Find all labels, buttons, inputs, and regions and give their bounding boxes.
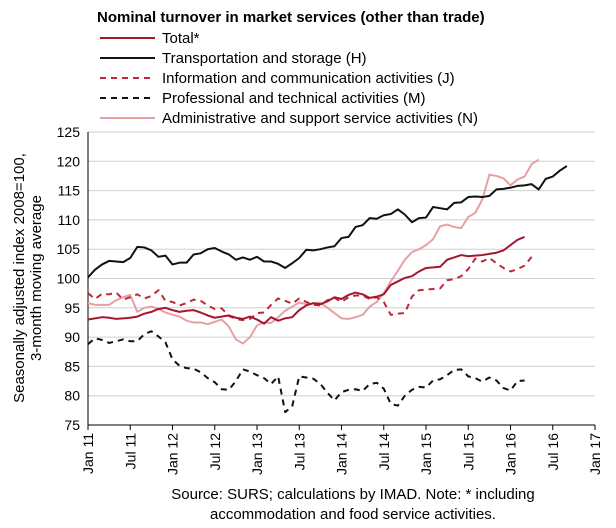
y-tick-label: 85 bbox=[64, 358, 80, 374]
y-tick-label: 125 bbox=[57, 124, 81, 140]
y-axis-label-line-2: 3-month moving average bbox=[28, 195, 45, 361]
series-layer bbox=[87, 158, 568, 414]
x-tick-label: Jan 12 bbox=[165, 433, 181, 475]
y-tick-label: 100 bbox=[57, 271, 81, 287]
x-tick-labels: Jan 11 Jul 11 Jan 12 Jul 12 Jan 13 Jul 13 Jan … bbox=[80, 433, 603, 475]
series-line-3 bbox=[87, 256, 533, 322]
x-tick-label: Jul 12 bbox=[207, 433, 223, 471]
y-tick-label: 120 bbox=[57, 153, 81, 169]
series-line-2 bbox=[87, 165, 568, 279]
series-line-4 bbox=[87, 330, 525, 414]
x-tick-label: Jan 15 bbox=[418, 433, 434, 475]
x-tick-label: Jul 16 bbox=[545, 433, 561, 471]
legend-label-4: Professional and technical activities (M… bbox=[162, 90, 425, 107]
x-tick-label: Jul 13 bbox=[291, 433, 307, 471]
legend-label-1: Total* bbox=[162, 30, 200, 47]
y-tick-label: 75 bbox=[64, 417, 80, 433]
x-tick-label: Jul 14 bbox=[376, 433, 392, 471]
y-tick-label: 90 bbox=[64, 329, 80, 345]
y-axis-label-line-1: Seasonally adjusted index 2008=100, bbox=[11, 153, 28, 403]
series-line-1 bbox=[87, 235, 525, 325]
legend-label-3: Information and communication activities… bbox=[162, 70, 455, 87]
x-tick-label: Jan 11 bbox=[80, 433, 96, 474]
x-tick-label: Jan 16 bbox=[503, 433, 519, 475]
legend: Total* Transportation and storage (H) Info… bbox=[100, 30, 478, 127]
y-tick-label: 80 bbox=[64, 388, 80, 404]
legend-label-2: Transportation and storage (H) bbox=[162, 50, 367, 67]
y-tick-label: 115 bbox=[58, 183, 81, 199]
x-tick-label: Jan 13 bbox=[249, 433, 265, 475]
y-tick-label: 110 bbox=[58, 212, 81, 228]
x-tick-label: Jul 11 bbox=[122, 433, 138, 470]
source-note-line-2: accommodation and food service activitie… bbox=[210, 506, 496, 523]
series-line-5 bbox=[87, 158, 540, 345]
y-tick-labels: 75 80 85 90 95 100 105 110 115 120 125 bbox=[57, 124, 81, 433]
y-tick-label: 95 bbox=[64, 300, 80, 316]
source-note-line-1: Source: SURS; calculations by IMAD. Note… bbox=[171, 486, 535, 503]
x-tick-label: Jan 14 bbox=[334, 433, 350, 475]
y-axis-label: Seasonally adjusted index 2008=100, 3-mo… bbox=[11, 153, 45, 403]
chart-title: Nominal turnover in market services (oth… bbox=[97, 9, 485, 26]
legend-label-5: Administrative and support service activ… bbox=[162, 110, 478, 127]
axes bbox=[87, 132, 596, 430]
x-tick-label: Jul 15 bbox=[460, 433, 476, 471]
x-tick-label: Jan 17 bbox=[587, 433, 603, 475]
y-tick-label: 105 bbox=[57, 241, 81, 257]
grid bbox=[88, 131, 595, 426]
